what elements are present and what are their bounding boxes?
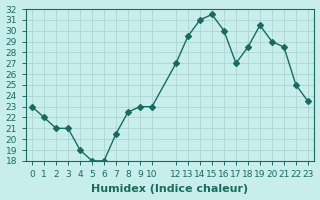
X-axis label: Humidex (Indice chaleur): Humidex (Indice chaleur) — [92, 184, 249, 194]
